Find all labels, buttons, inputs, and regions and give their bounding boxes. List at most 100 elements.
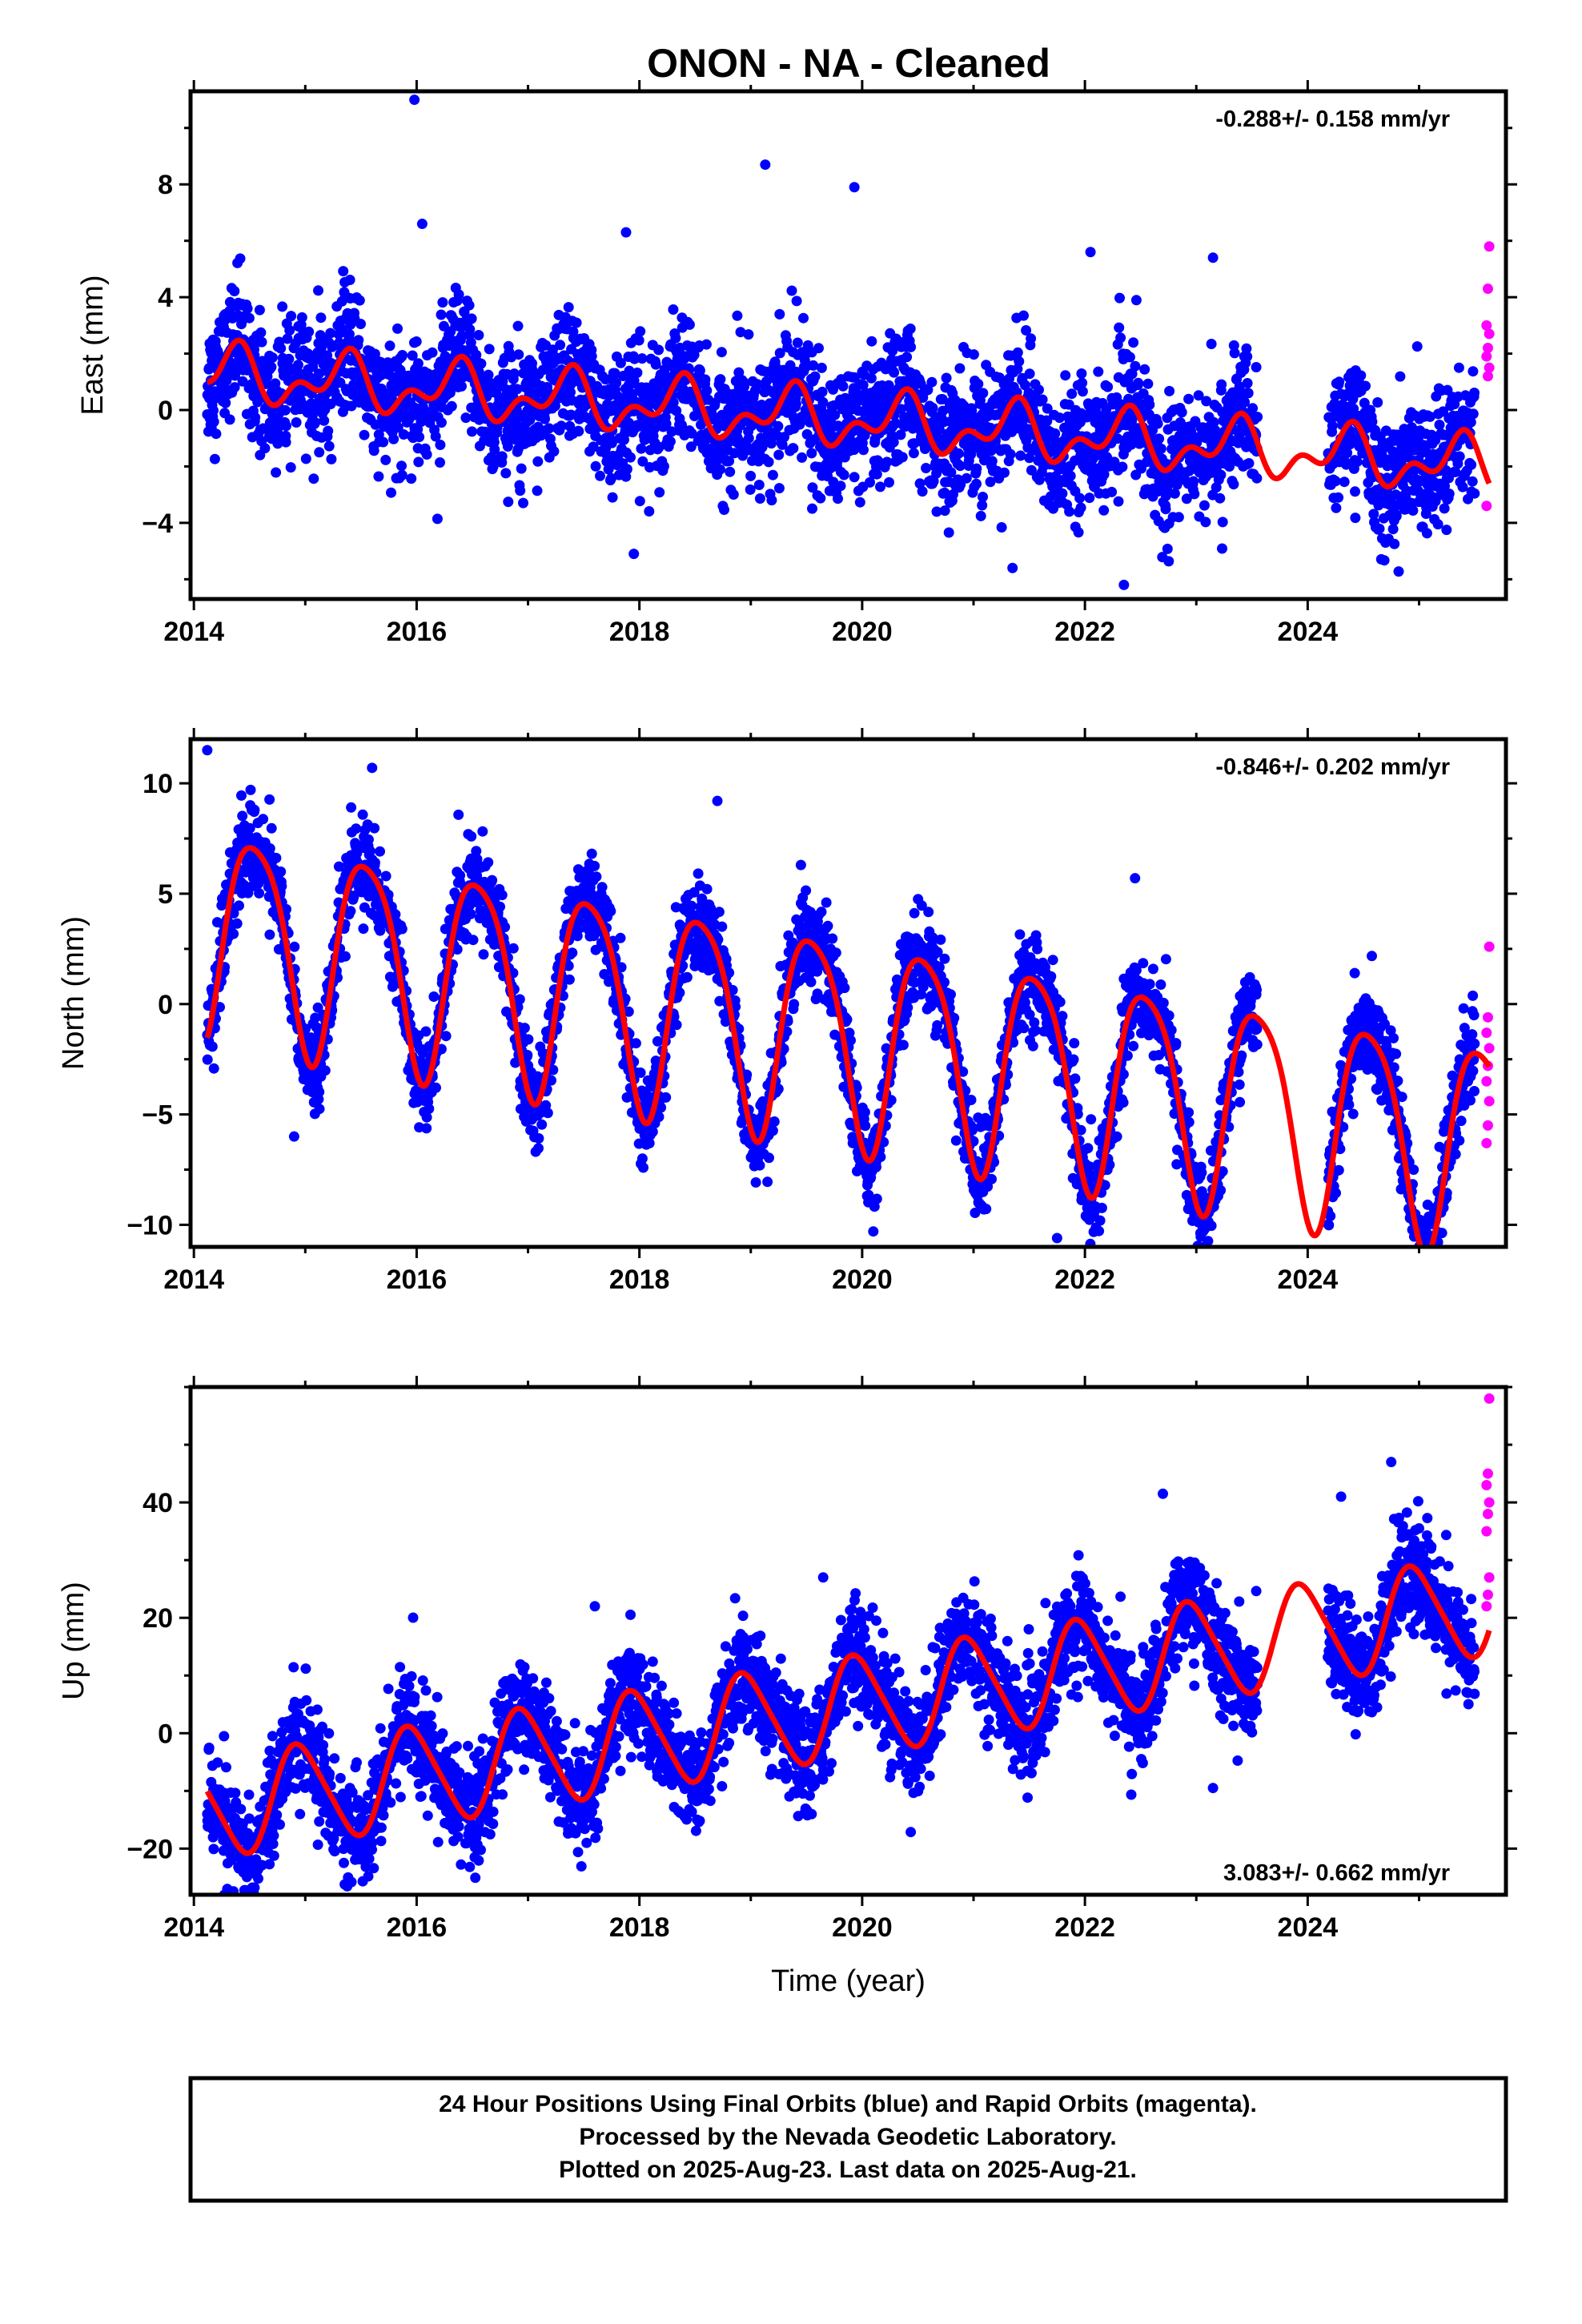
final-orbit-point bbox=[464, 324, 476, 335]
final-orbit-point bbox=[533, 1133, 544, 1144]
final-orbit-point bbox=[544, 423, 555, 434]
final-orbit-point bbox=[563, 302, 574, 313]
final-orbit-point bbox=[1359, 397, 1370, 408]
final-orbit-point bbox=[275, 343, 287, 354]
final-orbit-point bbox=[202, 1054, 213, 1065]
final-orbit-point bbox=[303, 326, 315, 337]
final-orbit-point bbox=[503, 497, 514, 508]
final-orbit-point bbox=[523, 1034, 534, 1045]
final-orbit-point bbox=[931, 506, 942, 517]
final-orbit-point bbox=[1379, 555, 1390, 566]
final-orbit-point bbox=[407, 350, 418, 361]
final-orbit-point bbox=[832, 456, 843, 468]
final-orbit-point bbox=[1163, 556, 1174, 567]
outlier-point bbox=[620, 227, 632, 238]
final-orbit-point bbox=[436, 309, 447, 320]
final-orbit-point bbox=[473, 330, 484, 340]
final-orbit-point bbox=[359, 429, 370, 440]
final-orbit-point bbox=[586, 351, 597, 362]
final-orbit-point bbox=[816, 362, 827, 373]
final-orbit-point bbox=[1115, 332, 1126, 344]
final-orbit-point bbox=[732, 310, 743, 321]
final-orbit-point bbox=[1439, 503, 1450, 514]
final-orbit-point bbox=[281, 903, 291, 915]
final-orbit-point bbox=[1208, 416, 1219, 428]
final-orbit-point bbox=[1339, 476, 1350, 488]
final-orbit-point bbox=[236, 790, 247, 801]
final-orbit-point bbox=[358, 923, 369, 935]
final-orbit-point bbox=[934, 424, 945, 435]
final-orbit-point bbox=[1216, 379, 1227, 390]
final-orbit-point bbox=[384, 340, 396, 352]
final-orbit-point bbox=[573, 426, 584, 436]
final-orbit-point bbox=[1333, 492, 1344, 503]
final-orbit-point bbox=[502, 441, 513, 452]
final-orbit-point bbox=[533, 1143, 544, 1154]
final-orbit-point bbox=[1050, 428, 1061, 439]
final-orbit-point bbox=[386, 487, 396, 498]
final-orbit-point bbox=[1021, 325, 1032, 336]
final-orbit-point bbox=[1054, 412, 1065, 424]
final-orbit-point bbox=[850, 387, 861, 398]
final-orbit-point bbox=[431, 1082, 441, 1093]
final-orbit-point bbox=[1334, 376, 1345, 388]
final-orbit-point bbox=[1109, 456, 1120, 468]
final-orbit-point bbox=[716, 347, 727, 358]
final-orbit-point bbox=[413, 456, 424, 468]
y-axis-ticks bbox=[179, 127, 1517, 581]
final-orbit-point bbox=[1005, 448, 1016, 460]
final-orbit-point bbox=[1424, 411, 1435, 422]
final-orbit-point bbox=[671, 405, 682, 416]
final-orbit-point bbox=[396, 923, 408, 935]
final-orbit-point bbox=[221, 375, 232, 386]
final-orbit-point bbox=[564, 974, 575, 985]
final-orbit-point bbox=[681, 971, 693, 983]
final-orbit-point bbox=[1330, 476, 1341, 487]
outlier-point bbox=[1007, 562, 1018, 573]
final-orbit-point bbox=[1142, 378, 1154, 389]
final-orbit-point bbox=[745, 470, 757, 481]
final-orbit-point bbox=[277, 301, 288, 312]
rapid-orbit-point bbox=[1484, 241, 1495, 252]
final-orbit-point bbox=[939, 505, 950, 517]
final-orbit-point bbox=[813, 343, 824, 354]
final-orbit-point bbox=[1093, 410, 1104, 421]
final-orbit-point bbox=[1139, 364, 1150, 375]
plot-area bbox=[202, 94, 1495, 590]
final-orbit-point bbox=[313, 368, 324, 380]
final-orbit-point bbox=[397, 350, 408, 360]
outlier-point bbox=[1118, 579, 1130, 590]
final-orbit-point bbox=[686, 900, 697, 911]
final-orbit-point bbox=[1181, 493, 1192, 505]
final-orbit-point bbox=[514, 994, 525, 1005]
final-orbit-point bbox=[1217, 543, 1227, 554]
final-orbit-point bbox=[954, 460, 966, 472]
final-orbit-point bbox=[725, 466, 736, 477]
final-orbit-point bbox=[483, 857, 494, 868]
final-orbit-point bbox=[421, 449, 432, 460]
final-orbit-point bbox=[283, 353, 295, 364]
final-orbit-point bbox=[635, 326, 646, 337]
final-orbit-point bbox=[1228, 340, 1239, 351]
final-orbit-point bbox=[1102, 381, 1114, 392]
final-orbit-point bbox=[1073, 527, 1084, 538]
final-orbit-point bbox=[1468, 408, 1479, 420]
final-orbit-point bbox=[1242, 378, 1253, 388]
plot-area bbox=[202, 745, 1495, 1247]
final-orbit-point bbox=[436, 417, 447, 428]
final-orbit-point bbox=[766, 495, 777, 506]
final-orbit-point bbox=[467, 426, 477, 437]
final-orbit-point bbox=[901, 352, 913, 363]
y-tick-label: 8 bbox=[158, 170, 173, 200]
final-orbit-point bbox=[786, 285, 797, 296]
final-orbit-point bbox=[677, 420, 687, 431]
final-orbit-point bbox=[854, 497, 865, 508]
final-orbit-point bbox=[435, 457, 445, 468]
outlier-point bbox=[409, 94, 420, 106]
final-orbit-point bbox=[857, 380, 869, 391]
final-orbit-point bbox=[556, 420, 567, 432]
final-orbit-point bbox=[1355, 370, 1367, 381]
final-orbit-point bbox=[809, 371, 821, 382]
final-orbit-point bbox=[208, 1063, 219, 1074]
final-orbit-point bbox=[237, 810, 248, 822]
